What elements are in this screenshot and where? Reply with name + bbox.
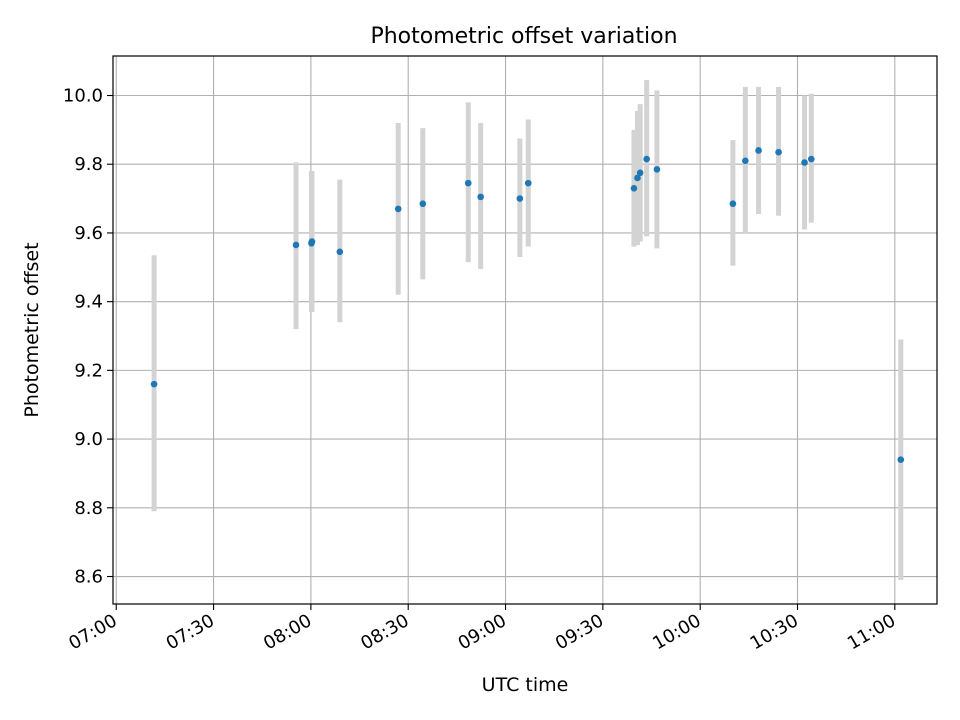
y-tick-label: 9.0: [74, 429, 103, 450]
data-point: [524, 179, 532, 187]
x-axis-label: UTC time: [482, 674, 569, 696]
grid: [113, 56, 937, 604]
data-point: [807, 155, 815, 163]
data-point: [464, 179, 472, 187]
data-point: [636, 169, 644, 177]
data-point: [292, 241, 300, 249]
y-axis-label: Photometric offset: [21, 242, 43, 417]
data-point: [755, 147, 762, 154]
y-tick-label: 9.6: [74, 223, 103, 244]
data-point: [308, 238, 316, 245]
data-point: [516, 195, 524, 202]
data-point: [775, 148, 782, 156]
data-point: [653, 166, 661, 173]
data-point: [801, 159, 808, 166]
data-point: [477, 193, 484, 201]
data-point: [419, 200, 427, 208]
data-point: [336, 248, 344, 256]
y-tick-label: 9.2: [74, 360, 103, 381]
data-point: [634, 174, 641, 182]
y-tick-label: 9.4: [74, 292, 103, 313]
data-point: [742, 157, 749, 165]
y-tick-label: 9.8: [74, 154, 103, 175]
data-point: [394, 205, 402, 213]
y-tick-label: 8.8: [74, 498, 103, 519]
data-point: [729, 200, 737, 208]
data-point: [150, 380, 158, 388]
plot-frame: [112, 55, 938, 605]
y-tick-label: 10.0: [63, 86, 103, 107]
data-point: [897, 456, 905, 463]
data-point: [630, 184, 638, 192]
data-points: [150, 147, 905, 463]
chart-title: Photometric offset variation: [370, 24, 677, 49]
data-point: [643, 155, 650, 163]
y-tick-label: 8.6: [74, 567, 103, 588]
